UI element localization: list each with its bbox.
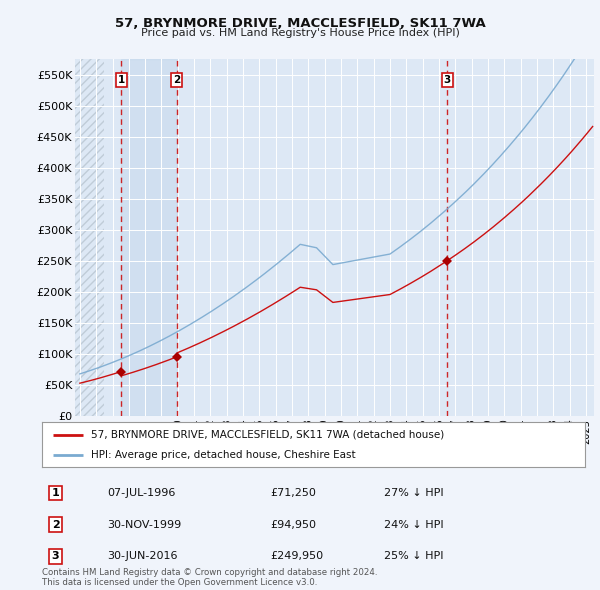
Text: 2: 2 [173,75,180,85]
Text: £71,250: £71,250 [270,488,316,498]
Text: 3: 3 [52,552,59,562]
Text: HPI: Average price, detached house, Cheshire East: HPI: Average price, detached house, Ches… [91,450,355,460]
Text: 57, BRYNMORE DRIVE, MACCLESFIELD, SK11 7WA (detached house): 57, BRYNMORE DRIVE, MACCLESFIELD, SK11 7… [91,430,444,440]
Bar [121,59,176,416]
Text: 1: 1 [118,75,125,85]
Text: Price paid vs. HM Land Registry's House Price Index (HPI): Price paid vs. HM Land Registry's House … [140,28,460,38]
Text: 30-JUN-2016: 30-JUN-2016 [107,552,178,562]
Text: 30-NOV-1999: 30-NOV-1999 [107,520,181,530]
Text: 27% ↓ HPI: 27% ↓ HPI [384,488,444,498]
Text: 1: 1 [52,488,59,498]
Text: £94,950: £94,950 [270,520,316,530]
Text: Contains HM Land Registry data © Crown copyright and database right 2024.
This d: Contains HM Land Registry data © Crown c… [42,568,377,587]
Text: 57, BRYNMORE DRIVE, MACCLESFIELD, SK11 7WA: 57, BRYNMORE DRIVE, MACCLESFIELD, SK11 7… [115,17,485,30]
Text: 07-JUL-1996: 07-JUL-1996 [107,488,176,498]
Text: 24% ↓ HPI: 24% ↓ HPI [384,520,444,530]
Text: 2: 2 [52,520,59,530]
Text: 3: 3 [443,75,451,85]
Text: £249,950: £249,950 [270,552,323,562]
Text: 25% ↓ HPI: 25% ↓ HPI [384,552,443,562]
